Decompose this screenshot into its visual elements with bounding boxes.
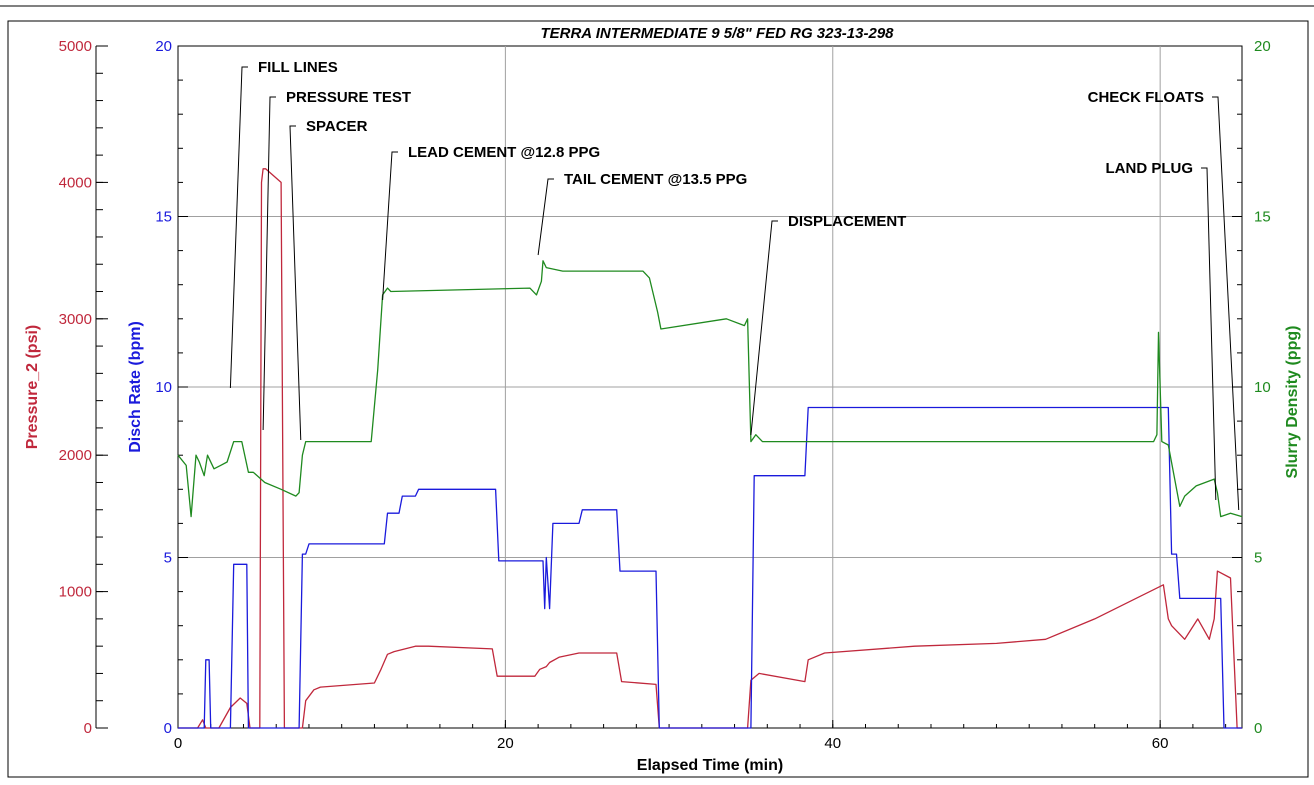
chart-frame bbox=[7, 20, 1309, 778]
rate-tick-label: 15 bbox=[155, 209, 172, 226]
rate-tick-label: 10 bbox=[155, 379, 172, 396]
series-line-pressure bbox=[178, 168, 1242, 729]
rate-tick-label: 5 bbox=[164, 550, 172, 567]
chart-title: TERRA INTERMEDIATE 9 5/8" FED RG 323-13-… bbox=[540, 25, 894, 42]
x-tick-label: 40 bbox=[824, 735, 841, 752]
rate-tick-label: 0 bbox=[164, 720, 172, 737]
density-tick-label: 15 bbox=[1254, 209, 1271, 226]
axes-layer: 0 20 40 60 0 1000 2000 3000 4000 5000 0 5 10 15 20 0 5 10… bbox=[59, 38, 1271, 752]
x-tick-label: 0 bbox=[174, 735, 182, 752]
annotation-leader-line bbox=[537, 178, 554, 256]
annotation-label: SPACER bbox=[306, 118, 368, 135]
annotation-label: DISPLACEMENT bbox=[788, 213, 906, 230]
pressure-tick-label: 5000 bbox=[59, 38, 92, 55]
pressure-tick-label: 2000 bbox=[59, 447, 92, 464]
pressure-tick-label: 1000 bbox=[59, 584, 92, 601]
density-axis-label: Slurry Density (ppg) bbox=[1284, 326, 1301, 479]
annotation-leader-line bbox=[1212, 96, 1240, 511]
density-tick-label: 10 bbox=[1254, 379, 1271, 396]
x-tick-label: 20 bbox=[497, 735, 514, 752]
annotation-label: PRESSURE TEST bbox=[286, 89, 411, 106]
grid-layer bbox=[178, 46, 1242, 728]
pressure-tick-label: 3000 bbox=[59, 311, 92, 328]
annotation-leader-line bbox=[262, 96, 276, 431]
annotation-leader-line bbox=[750, 220, 778, 436]
annotation-leader-line bbox=[289, 125, 302, 441]
annotation-label: CHECK FLOATS bbox=[1088, 89, 1204, 106]
pressure-axis-label: Pressure_2 (psi) bbox=[24, 325, 41, 450]
rate-axis-label: Disch Rate (bpm) bbox=[127, 321, 144, 453]
annotation-label: LEAD CEMENT @12.8 PPG bbox=[408, 144, 600, 161]
series-line-rate bbox=[178, 406, 1242, 729]
annotation-label: TAIL CEMENT @13.5 PPG bbox=[564, 171, 747, 188]
annotation-leader-line bbox=[1201, 167, 1217, 501]
x-tick-label: 60 bbox=[1152, 735, 1169, 752]
density-tick-label: 0 bbox=[1254, 720, 1262, 737]
annotation-label: LAND PLUG bbox=[1106, 160, 1194, 177]
pressure-tick-label: 4000 bbox=[59, 174, 92, 191]
x-axis-label: Elapsed Time (min) bbox=[637, 757, 783, 774]
pressure-tick-label: 0 bbox=[84, 720, 92, 737]
annotation-label: FILL LINES bbox=[258, 59, 338, 76]
density-tick-label: 5 bbox=[1254, 550, 1262, 567]
annotation-leader-line bbox=[229, 66, 248, 389]
rate-tick-label: 20 bbox=[155, 38, 172, 55]
series-line-density bbox=[177, 260, 1243, 518]
series-layer bbox=[177, 168, 1243, 729]
density-tick-label: 20 bbox=[1254, 38, 1271, 55]
annotation-layer: FILL LINES PRESSURE TEST SPACER LEAD CEMENT… bbox=[229, 59, 1240, 511]
annotation-leader-line bbox=[382, 151, 398, 301]
